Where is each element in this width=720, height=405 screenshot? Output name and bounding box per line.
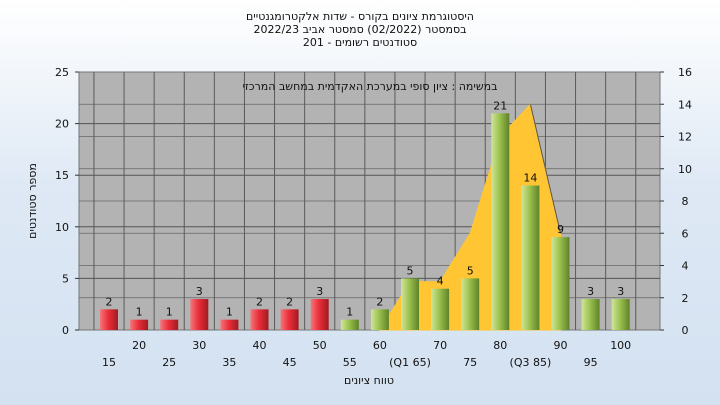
bar-30 (190, 299, 209, 330)
bar-55 (340, 319, 359, 330)
plot-subtitle: במשימה : ציון סופי במערכת האקדמית במחשב … (243, 80, 498, 93)
x-tick-label: 75 (463, 356, 477, 369)
y-tick-label: 20 (55, 118, 69, 131)
bar-70 (431, 288, 450, 330)
x-tick-label: 25 (162, 356, 176, 369)
title-line-2: בסמסטר (02/2022) סמסטר אביב 2022/23 (253, 23, 466, 36)
y-axis-title: מספר סטודנטים (26, 163, 39, 239)
y2-tick-label: 16 (678, 66, 692, 79)
x-tick-label: 35 (222, 356, 236, 369)
data-label-40: 2 (256, 295, 263, 308)
data-label-70: 4 (437, 275, 444, 288)
bar-25 (160, 319, 179, 330)
data-label-80: 21 (493, 99, 507, 112)
y-tick-label: 15 (55, 169, 69, 182)
bar-60 (370, 309, 389, 330)
bar-95 (581, 299, 600, 330)
title-line-3: סטודנטים רשומים - 201 (303, 36, 417, 49)
title-line-1: היסטוגרמת ציונים בקורס - שדות אלקטרומגנט… (246, 10, 474, 23)
bar-15 (100, 309, 118, 330)
x-tick-label: 70 (433, 339, 447, 352)
x-tick-label: 90 (554, 339, 568, 352)
bar-50 (310, 299, 329, 330)
data-label-20: 1 (136, 306, 143, 319)
data-label-50: 3 (316, 285, 323, 298)
x-tick-label: 50 (313, 339, 327, 352)
x-tick-label: 40 (253, 339, 267, 352)
y2-tick-label: 2 (682, 292, 689, 305)
x-tick-label: 100 (610, 339, 631, 352)
bars (100, 113, 630, 330)
data-label-65: 5 (407, 264, 414, 277)
y2-tick-label: 10 (678, 163, 692, 176)
y2-axis: 0 2 4 6 8 10 12 14 16 (660, 66, 692, 337)
y2-tick-label: 0 (682, 324, 689, 337)
x-tick-label: 80 (493, 339, 507, 352)
y2-tick-label: 4 (682, 260, 689, 273)
data-label-30: 3 (196, 285, 203, 298)
y-tick-label: 5 (62, 272, 69, 285)
x-tick-label: (Q3 85) (510, 356, 552, 369)
bar-85 (521, 185, 540, 330)
data-label-60: 2 (376, 295, 383, 308)
data-label-85: 14 (523, 172, 537, 185)
chart-title: היסטוגרמת ציונים בקורס - שדות אלקטרומגנט… (246, 10, 474, 49)
data-label-90: 9 (557, 223, 564, 236)
x-tick-label: 60 (373, 339, 387, 352)
data-label-25: 1 (166, 306, 173, 319)
y2-tick-label: 8 (682, 195, 689, 208)
data-label-15: 2 (106, 295, 113, 308)
x-tick-label: 55 (343, 356, 357, 369)
y2-tick-label: 12 (678, 131, 692, 144)
bar-40 (250, 309, 269, 330)
x-tick-label: (Q1 65) (389, 356, 431, 369)
x-tick-label: 45 (283, 356, 297, 369)
y2-tick-label: 6 (682, 227, 689, 240)
y-tick-label: 10 (55, 221, 69, 234)
bar-20 (130, 319, 149, 330)
data-label-75: 5 (467, 264, 474, 277)
bar-35 (220, 319, 239, 330)
bar-90 (551, 237, 570, 330)
bar-65 (401, 278, 419, 330)
x-tick-label: 15 (102, 356, 116, 369)
x-tick-label: 30 (192, 339, 206, 352)
x-axis-title: טווח ציונים (344, 374, 394, 387)
bar-100 (611, 299, 630, 330)
y-axis: 0 5 10 15 20 25 (55, 66, 79, 337)
y2-tick-label: 14 (678, 98, 692, 111)
area-series-edge (529, 104, 561, 234)
data-label-35: 1 (226, 306, 233, 319)
data-label-100: 3 (617, 285, 624, 298)
x-tick-label: 95 (584, 356, 598, 369)
data-label-55: 1 (346, 306, 353, 319)
y-tick-label: 0 (62, 324, 69, 337)
bar-80 (491, 113, 510, 330)
data-label-45: 2 (286, 295, 293, 308)
bar-45 (280, 309, 299, 330)
data-label-95: 3 (587, 285, 594, 298)
x-axis: 15 20 25 30 35 40 45 50 55 60(Q1 65)70 75 80(Q3 85)… (102, 339, 631, 369)
x-tick-label: 20 (132, 339, 146, 352)
bar-75 (461, 278, 480, 330)
y-tick-label: 25 (55, 66, 69, 79)
